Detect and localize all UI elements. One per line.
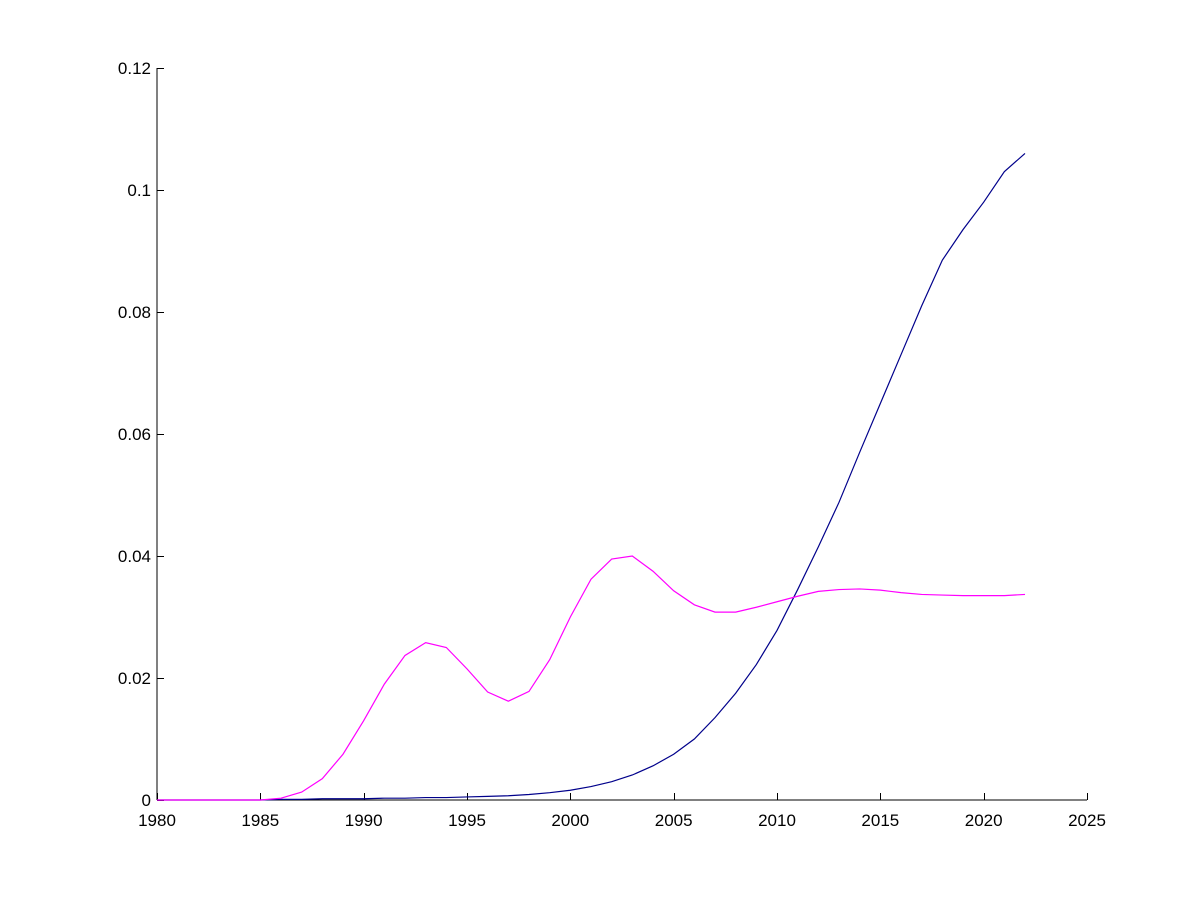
y-tick-label: 0.12 (118, 59, 151, 78)
x-tick-label: 2000 (551, 811, 589, 830)
x-tick-label: 2025 (1068, 811, 1106, 830)
x-tick-label: 2010 (758, 811, 796, 830)
x-tick-label: 1980 (138, 811, 176, 830)
y-tick-label: 0 (142, 791, 151, 810)
x-tick-label: 2020 (965, 811, 1003, 830)
series-line-2 (157, 555, 1026, 801)
y-tick-label: 0.08 (118, 303, 151, 322)
y-tick-label: 0.04 (118, 547, 151, 566)
x-tick-label: 1995 (448, 811, 486, 830)
y-tick-label: 0.1 (127, 181, 151, 200)
x-tick-label: 1985 (241, 811, 279, 830)
x-tick-label: 2015 (861, 811, 899, 830)
y-tick-label: 0.06 (118, 425, 151, 444)
x-tick-label: 1990 (345, 811, 383, 830)
axes: 1980 1985 1990 1995 2000 2005 2010 2015 2020 2025… (118, 59, 1106, 830)
series-layer (157, 152, 1026, 801)
x-tick-label: 2005 (655, 811, 693, 830)
series-line-1 (157, 152, 1026, 801)
y-tick-label: 0.02 (118, 669, 151, 688)
